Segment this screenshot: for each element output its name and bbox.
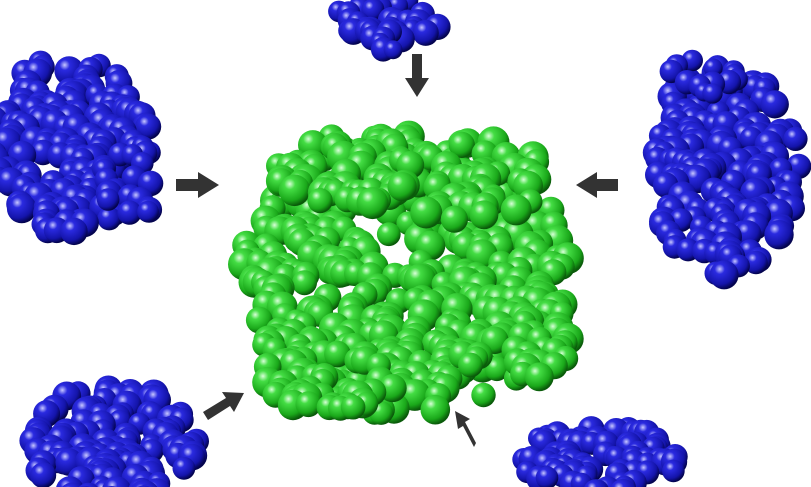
atom-sphere: [410, 196, 443, 229]
atom-sphere: [387, 172, 417, 202]
atom-sphere: [412, 19, 439, 46]
atom-sphere: [484, 356, 510, 382]
atom-sphere: [137, 200, 159, 223]
atom-sphere: [60, 217, 88, 246]
atom-sphere: [278, 174, 311, 207]
atom-sphere: [292, 270, 317, 296]
atom-sphere: [662, 459, 685, 483]
atom-sphere: [383, 40, 403, 60]
atom-sphere: [448, 131, 475, 158]
arrow-up-left-bottom-right: [455, 411, 476, 447]
atom-sphere: [744, 250, 768, 275]
blue-cluster-bottom-left: [19, 375, 209, 487]
atom-sphere: [62, 482, 83, 487]
atom-sphere: [30, 462, 57, 487]
atom-sphere: [356, 187, 389, 220]
atom-sphere: [324, 340, 351, 368]
atom-sphere: [307, 188, 333, 214]
arrow-right-left: [176, 172, 219, 198]
atom-sphere: [500, 194, 532, 226]
blue-cluster-left: [0, 50, 164, 246]
atom-sphere: [102, 476, 131, 487]
arrow-left-right: [576, 172, 618, 198]
atom-sphere: [471, 382, 496, 408]
green-central-cluster: [228, 120, 584, 425]
arrow-up-right-bottom-left: [203, 392, 244, 420]
atom-sphere: [783, 126, 808, 151]
atom-sphere: [96, 188, 120, 211]
atom-sphere: [420, 394, 451, 425]
atom-sphere: [172, 456, 196, 480]
atom-sphere: [709, 260, 739, 290]
atom-sphere: [535, 466, 559, 487]
atom-sphere: [117, 200, 142, 225]
atom-sphere: [458, 352, 483, 378]
atom-sphere: [764, 220, 794, 250]
blue-cluster-bottom-right: [512, 416, 688, 487]
blue-cluster-top: [328, 0, 451, 62]
atom-sphere: [440, 205, 468, 233]
atom-sphere: [584, 479, 608, 487]
atom-sphere: [610, 478, 636, 487]
atom-sphere: [376, 222, 401, 247]
atom-sphere: [97, 206, 121, 231]
arrow-down-top: [405, 54, 429, 97]
atom-sphere: [760, 90, 789, 119]
atom-sphere: [469, 200, 499, 230]
atom-sphere: [340, 394, 366, 420]
atom-sphere: [702, 83, 723, 104]
atom-sphere: [295, 391, 322, 418]
atom-sphere: [6, 193, 37, 224]
blue-cluster-right: [642, 49, 811, 290]
atom-sphere: [524, 362, 554, 392]
